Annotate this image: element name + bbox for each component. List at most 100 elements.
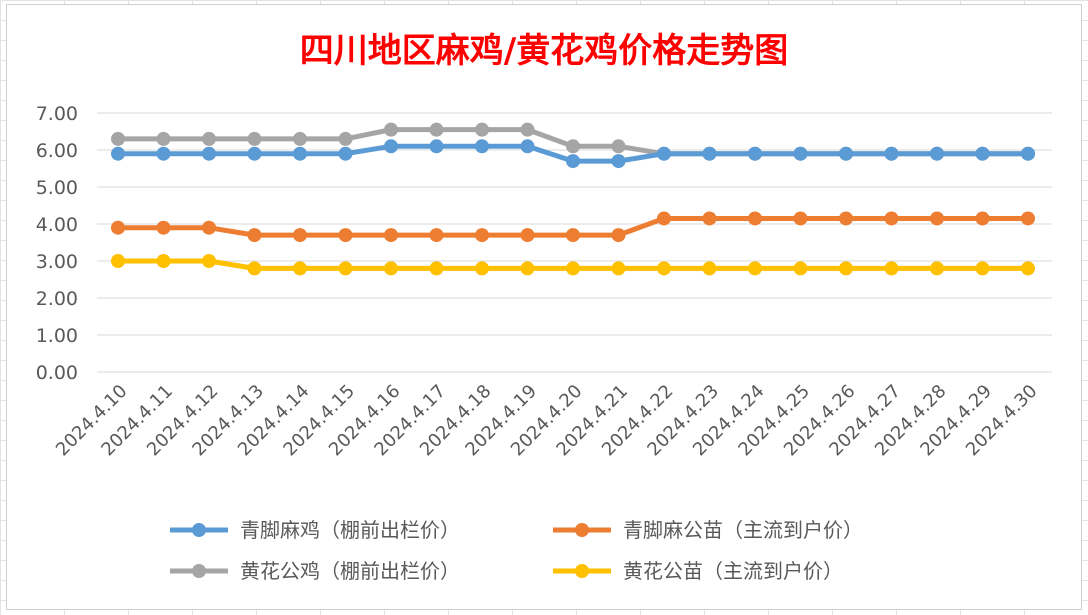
data-point bbox=[156, 254, 171, 268]
data-point bbox=[748, 261, 762, 276]
data-point bbox=[657, 211, 671, 226]
data-point bbox=[702, 211, 717, 226]
data-point bbox=[793, 211, 808, 226]
data-point bbox=[930, 146, 944, 161]
data-point bbox=[839, 211, 853, 226]
legend-item: 黄花公苗（主流到户价） bbox=[553, 559, 843, 583]
data-point bbox=[793, 146, 808, 161]
data-point bbox=[293, 261, 307, 276]
data-point bbox=[702, 146, 717, 161]
legend: 青脚麻鸡（棚前出栏价） 青脚麻公苗（主流到户价） 黄花公鸡（棚前出栏价） 黄花公苗（主… bbox=[170, 518, 863, 583]
chart-frame bbox=[6, 4, 1082, 610]
data-point bbox=[975, 261, 990, 276]
y-tick-label: 2.00 bbox=[36, 288, 78, 310]
data-point bbox=[611, 261, 626, 276]
data-point bbox=[247, 261, 262, 276]
data-point bbox=[930, 261, 944, 276]
data-point bbox=[111, 146, 125, 161]
data-point bbox=[884, 211, 899, 226]
legend-item: 青脚麻鸡（棚前出栏价） bbox=[170, 518, 460, 542]
data-point bbox=[611, 154, 626, 169]
y-axis-ticks: 0.00 1.00 2.00 3.00 4.00 5.00 6.00 7.00 bbox=[36, 103, 78, 384]
data-point bbox=[930, 211, 944, 226]
data-point bbox=[247, 228, 262, 243]
data-point bbox=[202, 146, 216, 161]
legend-label: 青脚麻公苗（主流到户价） bbox=[623, 518, 863, 542]
data-point bbox=[247, 146, 262, 161]
data-point bbox=[884, 261, 899, 276]
legend-marker bbox=[192, 564, 206, 578]
series-1 bbox=[111, 211, 1035, 243]
data-point bbox=[156, 131, 171, 146]
data-point bbox=[202, 254, 216, 268]
y-tick-label: 0.00 bbox=[36, 362, 78, 384]
data-point bbox=[475, 228, 489, 243]
data-point bbox=[975, 146, 990, 161]
data-point bbox=[338, 146, 353, 161]
data-point bbox=[338, 228, 353, 243]
data-point bbox=[247, 131, 262, 146]
data-point bbox=[111, 131, 125, 146]
data-point bbox=[384, 122, 398, 137]
data-point bbox=[338, 131, 353, 146]
legend-label: 黄花公苗（主流到户价） bbox=[623, 559, 843, 583]
legend-marker bbox=[192, 523, 206, 537]
data-point bbox=[111, 220, 125, 235]
data-point bbox=[429, 228, 444, 243]
data-point bbox=[1021, 146, 1035, 161]
legend-item: 黄花公鸡（棚前出栏价） bbox=[170, 559, 460, 583]
data-point bbox=[611, 139, 626, 154]
data-point bbox=[702, 261, 717, 276]
data-point bbox=[975, 211, 990, 226]
series-0 bbox=[111, 139, 1035, 169]
data-point bbox=[202, 220, 216, 235]
data-point bbox=[884, 146, 899, 161]
series-3 bbox=[111, 254, 1035, 276]
x-axis-ticks: 2024.4.102024.4.112024.4.122024.4.132024… bbox=[52, 381, 1042, 461]
legend-item: 青脚麻公苗（主流到户价） bbox=[553, 518, 863, 542]
data-point bbox=[293, 131, 307, 146]
data-point bbox=[384, 261, 398, 276]
data-point bbox=[520, 261, 535, 276]
data-point bbox=[520, 122, 535, 137]
legend-label: 黄花公鸡（棚前出栏价） bbox=[240, 559, 460, 583]
data-point bbox=[1021, 261, 1035, 276]
data-point bbox=[748, 211, 762, 226]
data-point bbox=[566, 139, 580, 154]
data-point bbox=[384, 139, 398, 154]
data-point bbox=[293, 228, 307, 243]
data-point bbox=[566, 154, 580, 169]
data-point bbox=[475, 139, 489, 154]
data-point bbox=[611, 228, 626, 243]
data-point bbox=[429, 139, 444, 154]
data-point bbox=[520, 228, 535, 243]
y-tick-label: 6.00 bbox=[36, 140, 78, 162]
data-point bbox=[338, 261, 353, 276]
data-point bbox=[202, 131, 216, 146]
y-tick-label: 7.00 bbox=[36, 103, 78, 125]
legend-marker bbox=[575, 564, 589, 578]
data-point bbox=[657, 146, 671, 161]
data-point bbox=[429, 122, 444, 137]
data-point bbox=[657, 261, 671, 276]
data-point bbox=[748, 146, 762, 161]
data-point bbox=[839, 146, 853, 161]
data-point bbox=[1021, 211, 1035, 226]
data-point bbox=[475, 261, 489, 276]
data-point bbox=[156, 146, 171, 161]
data-point bbox=[111, 254, 125, 268]
data-point bbox=[793, 261, 808, 276]
data-point bbox=[839, 261, 853, 276]
y-tick-label: 3.00 bbox=[36, 251, 78, 273]
series-layer bbox=[111, 122, 1035, 276]
data-point bbox=[566, 261, 580, 276]
data-point bbox=[429, 261, 444, 276]
legend-label: 青脚麻鸡（棚前出栏价） bbox=[240, 518, 460, 542]
data-point bbox=[156, 220, 171, 235]
y-tick-label: 4.00 bbox=[36, 214, 78, 236]
chart-title: 四川地区麻鸡/黄花鸡价格走势图 bbox=[300, 31, 788, 71]
legend-marker bbox=[575, 523, 589, 537]
data-point bbox=[384, 228, 398, 243]
data-point bbox=[566, 228, 580, 243]
